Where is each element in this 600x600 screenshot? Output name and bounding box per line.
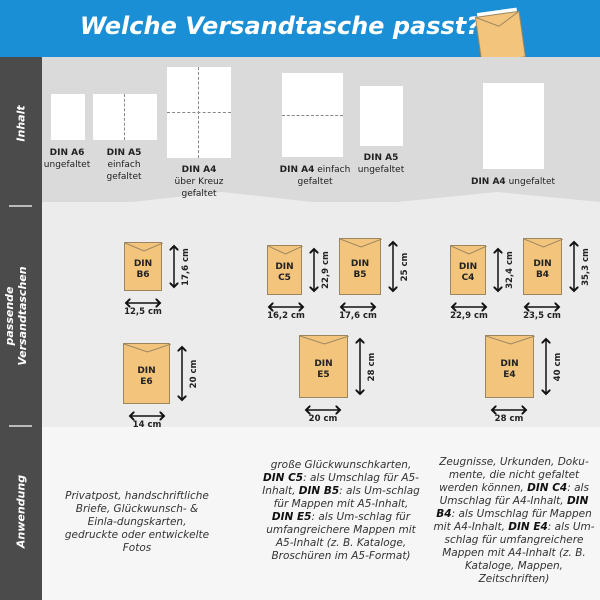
sidebar (0, 57, 42, 600)
height-label: 20 cm (189, 359, 199, 388)
envelope-icon (474, 7, 526, 62)
envelope-din-c5: DIN C5 (267, 245, 303, 295)
height-label: 40 cm (553, 352, 563, 381)
width-label: 22,9 cm (450, 311, 488, 321)
envelope-label: DIN (275, 262, 294, 272)
format-name: DIN A5 (363, 153, 399, 163)
envelope-label: DIN (533, 258, 552, 269)
width-label: 17,6 cm (339, 311, 377, 321)
fold-state: einfach (317, 165, 351, 175)
width-label: 23,5 cm (523, 311, 561, 321)
envelope-format: E4 (503, 369, 516, 380)
content-label: DIN A6 ungefaltet (44, 147, 90, 171)
paper-a4-folded (282, 73, 343, 157)
height-label: 32,4 cm (505, 251, 515, 289)
usage-text-col2: große Glückwunschkarten, DIN C5: als Ums… (262, 459, 420, 563)
format-name: DIN A4 (279, 165, 315, 175)
width-label: 28 cm (494, 414, 524, 424)
format-highlight: DIN B5 (298, 485, 340, 497)
format-name: DIN A6 (49, 148, 85, 158)
width-label: 16,2 cm (267, 311, 305, 321)
fold-state: einfach (107, 160, 141, 170)
envelope-label: DIN (314, 358, 333, 369)
width-label: 14 cm (132, 420, 162, 430)
height-label: 25 cm (400, 252, 410, 281)
page-title: Welche Versandtasche passt? (79, 12, 481, 40)
format-name: DIN A4 (181, 165, 217, 175)
content-label: DIN A4 über Kreuz gefaltet (175, 164, 224, 200)
format-highlight: DIN B4 (436, 495, 589, 520)
usage-segment: : als Um-schlag für Mappen mit A5-Inhalt… (273, 485, 420, 510)
envelope-label: DIN (133, 258, 153, 269)
fold-state: gefaltet (106, 172, 142, 182)
usage-segment: große Glückwunschkarten, (270, 459, 412, 471)
envelope-din-c4: DIN C4 (450, 245, 487, 295)
envelope-din-b6: DIN B6 (124, 242, 163, 291)
fold-state: über Kreuz (174, 177, 224, 187)
format-name: DIN A4 (470, 177, 506, 187)
usage-segment: : als Umschlag für A5-Inhalt, (262, 472, 419, 497)
envelope-din-b5: DIN B5 (339, 238, 382, 295)
envelope-format: C5 (278, 273, 291, 283)
height-label: 35,3 cm (581, 247, 591, 286)
envelope-format: E6 (140, 376, 153, 387)
envelope-label: DIN (350, 258, 370, 269)
usage-segment: Privatpost, handschriftliche Briefe, Glü… (64, 490, 210, 554)
envelope-format: C4 (461, 273, 475, 283)
envelope-label: DIN (137, 365, 156, 376)
envelope-din-e5: DIN E5 (299, 335, 349, 398)
content-label: DIN A5 ungefaltet (358, 152, 404, 176)
content-label: DIN A5 einfach gefaltet (106, 147, 141, 183)
divider (9, 205, 32, 207)
envelope-format: E5 (317, 369, 330, 380)
content-label: DIN A4 ungefaltet (471, 176, 555, 188)
envelope-format: B4 (535, 269, 550, 280)
fold-state: gefaltet (181, 189, 217, 199)
format-name: DIN A5 (106, 148, 142, 158)
sidebar-label-versandtaschen: passende Versandtaschen (3, 266, 29, 366)
height-label: 22,9 cm (321, 251, 331, 289)
divider (9, 425, 32, 427)
format-highlight: DIN E4 (508, 521, 548, 533)
height-label: 17,6 cm (181, 247, 191, 286)
height-label: 28 cm (367, 352, 377, 381)
width-label: 20 cm (308, 414, 338, 424)
format-highlight: DIN C5 (263, 472, 304, 484)
usage-text-col3: Zeugnisse, Urkunden, Doku-mente, die nic… (430, 456, 598, 586)
usage-segment: : als Umschlag für A4-Inhalt, (439, 482, 589, 507)
paper-a6 (51, 94, 85, 140)
usage-segment: : als Um-schlag für umfangreichere Mappe… (266, 511, 416, 562)
width-label: 12,5 cm (124, 307, 162, 317)
fold-state: ungefaltet (43, 160, 91, 170)
fold-state: gefaltet (297, 177, 333, 187)
format-highlight: DIN E5 (271, 511, 312, 523)
usage-segment: : als Umschlag für Mappen mit A4-Inhalt, (433, 508, 592, 533)
usage-segment: : als Um-schlag für umfangreichere Mappe… (442, 521, 595, 585)
sidebar-label-inhalt: Inhalt (14, 105, 28, 142)
usage-segment: Zeugnisse, Urkunden, Doku-mente, die nic… (439, 456, 589, 494)
usage-text-col1: Privatpost, handschriftliche Briefe, Glü… (62, 490, 212, 555)
sidebar-label-anwendung: Anwendung (14, 474, 28, 549)
content-label: DIN A4 einfach gefaltet (280, 164, 351, 188)
paper-a5-folded (93, 94, 157, 140)
envelope-format: B6 (136, 269, 150, 280)
envelope-label: DIN (500, 358, 519, 369)
paper-a4 (483, 83, 544, 169)
paper-a4-cross-folded (167, 67, 231, 158)
paper-a5 (360, 86, 403, 146)
fold-state: ungefaltet (508, 177, 556, 187)
envelope-din-b4: DIN B4 (523, 238, 563, 295)
fold-state: ungefaltet (357, 165, 405, 175)
envelope-label: DIN (458, 262, 478, 272)
envelope-din-e6: DIN E6 (123, 343, 171, 404)
format-highlight: DIN C4 (527, 482, 568, 494)
envelope-format: B5 (353, 269, 367, 280)
envelope-din-e4: DIN E4 (485, 335, 535, 398)
